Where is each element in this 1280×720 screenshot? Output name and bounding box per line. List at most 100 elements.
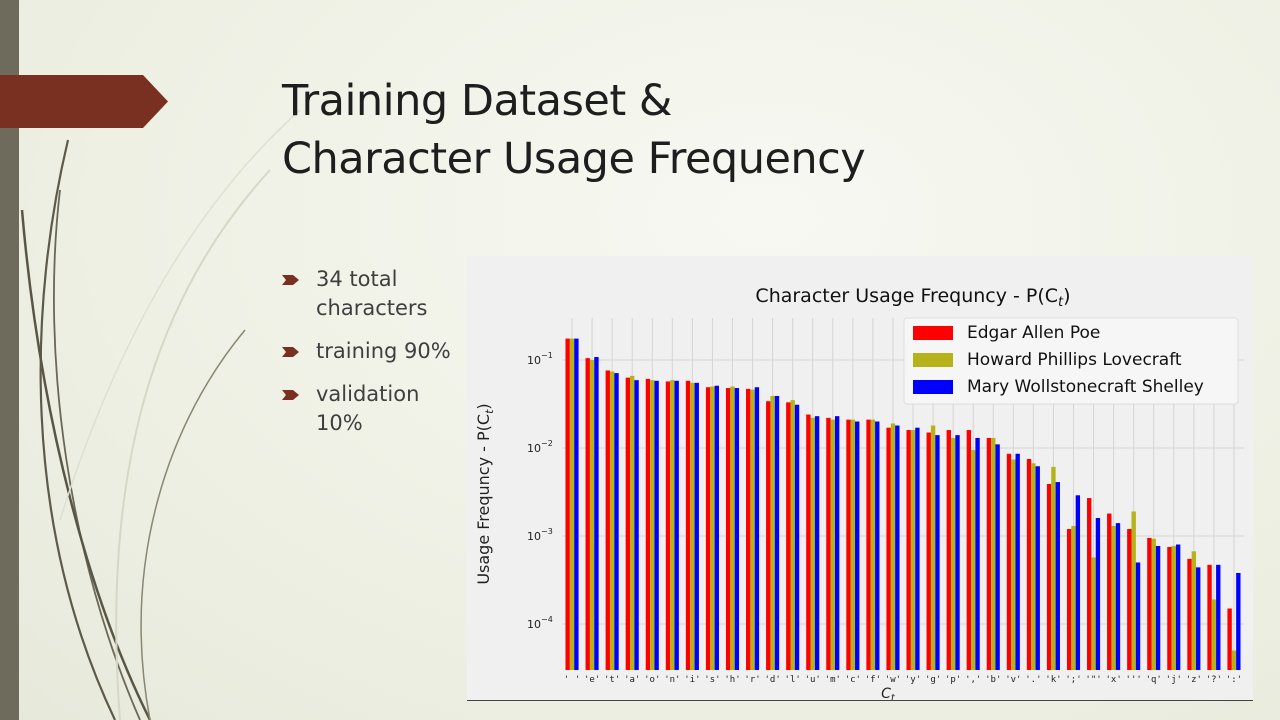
y-tick-exponent: −2 bbox=[541, 439, 553, 448]
x-tick-label: 'h' bbox=[724, 675, 740, 685]
bar-1 bbox=[1167, 546, 1172, 670]
bar-1 bbox=[986, 437, 992, 670]
left-decorative-bar bbox=[0, 0, 19, 720]
bar-1 bbox=[746, 388, 751, 670]
chart-title-suffix: ) bbox=[1063, 285, 1070, 307]
bar-2 bbox=[1051, 466, 1056, 670]
bar-1 bbox=[625, 377, 631, 670]
bar-3 bbox=[574, 338, 579, 670]
y-axis-label-suffix: ) bbox=[474, 403, 493, 409]
bar-2 bbox=[1091, 557, 1096, 670]
bar-3 bbox=[794, 404, 800, 670]
bar-3 bbox=[935, 435, 940, 670]
bar-3 bbox=[694, 382, 699, 670]
bar-2 bbox=[670, 380, 675, 670]
bar-1 bbox=[866, 419, 871, 670]
y-tick-exponent: −1 bbox=[541, 351, 553, 360]
y-tick-label: 10−2 bbox=[527, 439, 553, 455]
bar-1 bbox=[665, 381, 671, 670]
bar-3 bbox=[1216, 564, 1221, 670]
legend-swatch bbox=[913, 380, 953, 394]
x-tick-label: 'n' bbox=[664, 675, 680, 685]
chart-title: Character Usage Frequncy - P(Ct) bbox=[755, 285, 1070, 310]
bar-3 bbox=[594, 357, 599, 670]
legend-label: Howard Phillips Lovecraft bbox=[967, 350, 1182, 370]
bar-3 bbox=[1236, 572, 1241, 670]
bar-3 bbox=[834, 416, 840, 670]
bar-2 bbox=[730, 386, 735, 670]
bar-3 bbox=[1135, 562, 1141, 670]
bar-1 bbox=[926, 432, 931, 670]
bar-1 bbox=[645, 378, 651, 670]
bar-3 bbox=[814, 416, 820, 670]
bar-3 bbox=[734, 388, 740, 670]
bullet-text: validation 10% bbox=[316, 382, 420, 435]
bar-1 bbox=[1006, 453, 1012, 670]
bar-3 bbox=[654, 380, 659, 670]
bar-3 bbox=[1196, 567, 1201, 670]
arrow-bullet-icon bbox=[282, 347, 299, 357]
bar-1 bbox=[1026, 458, 1032, 670]
bar-3 bbox=[955, 435, 960, 670]
x-tick-label: 'x' bbox=[1105, 675, 1121, 685]
chart-panel: 10−1 10−2 10−3 10−4 ' ' 'e' 't' 'a' 'o' 'n' 'i' 's'… bbox=[467, 256, 1253, 700]
x-tick-label: 'o' bbox=[644, 675, 660, 685]
character-frequency-chart: 10−1 10−2 10−3 10−4 ' ' 'e' 't' 'a' 'o' 'n' 'i' 's'… bbox=[474, 285, 1244, 700]
bar-2 bbox=[1191, 551, 1197, 670]
y-axis-label: Usage Frequncy - P(Ct) bbox=[474, 403, 496, 584]
bar-3 bbox=[1055, 482, 1060, 670]
bar-2 bbox=[609, 371, 615, 670]
bar-2 bbox=[1031, 463, 1036, 670]
bullet-text: training 90% bbox=[316, 339, 451, 363]
x-tick-label: ' ' bbox=[564, 675, 580, 685]
x-tick-label: 'q' bbox=[1146, 675, 1162, 685]
bar-1 bbox=[705, 387, 711, 670]
bullet-text: 34 total characters bbox=[316, 267, 428, 320]
x-tick-label: 'f' bbox=[865, 675, 881, 685]
x-tick-label: ',' bbox=[965, 675, 981, 685]
bar-2 bbox=[930, 425, 936, 670]
x-tick-label: 'd' bbox=[764, 675, 780, 685]
bar-2 bbox=[710, 386, 715, 670]
bar-1 bbox=[1187, 558, 1192, 670]
x-tick-label: ';' bbox=[1065, 675, 1081, 685]
bar-2 bbox=[750, 389, 755, 670]
bar-2 bbox=[1211, 599, 1217, 670]
slide-title: Training Dataset & Character Usage Frequ… bbox=[282, 72, 866, 188]
bar-1 bbox=[786, 402, 791, 670]
x-tick-label: '?' bbox=[1206, 675, 1222, 685]
x-tick-label: 'm' bbox=[825, 675, 841, 685]
bar-3 bbox=[1115, 523, 1121, 670]
legend-swatch bbox=[913, 326, 953, 340]
bar-2 bbox=[790, 400, 795, 670]
y-axis-label-subscript: t bbox=[483, 409, 496, 414]
bar-3 bbox=[1155, 545, 1161, 670]
y-tick-label: 10−4 bbox=[527, 615, 553, 631]
bar-3 bbox=[774, 395, 780, 670]
x-tick-label: 'r' bbox=[744, 675, 760, 685]
bar-3 bbox=[1015, 453, 1020, 670]
x-tick-label: 'j' bbox=[1166, 675, 1182, 685]
bar-3 bbox=[915, 427, 920, 670]
bar-2 bbox=[890, 423, 896, 670]
bar-1 bbox=[946, 430, 951, 670]
bar-2 bbox=[1231, 650, 1237, 670]
chart-baseline-rule bbox=[467, 700, 1253, 701]
decorative-swoosh-lines bbox=[20, 109, 300, 720]
y-tick-exponent: −3 bbox=[541, 527, 553, 536]
x-tick-label: '"' bbox=[1085, 675, 1101, 685]
bar-1 bbox=[1227, 608, 1232, 670]
x-tick-label: 'y' bbox=[905, 675, 921, 685]
y-tick-label: 10−1 bbox=[527, 351, 553, 367]
bar-2 bbox=[1011, 459, 1016, 670]
bar-1 bbox=[906, 430, 911, 670]
bar-2 bbox=[650, 380, 655, 670]
chart-legend: Edgar Allen Poe Howard Phillips Lovecraft… bbox=[903, 317, 1239, 405]
bar-3 bbox=[614, 373, 619, 670]
x-tick-label: 'l' bbox=[785, 675, 801, 685]
x-tick-label: 'v' bbox=[1005, 675, 1021, 685]
x-tick-label: ':' bbox=[1226, 675, 1242, 685]
legend-label: Mary Wollstonecraft Shelley bbox=[967, 377, 1204, 397]
bar-1 bbox=[966, 430, 972, 670]
x-tick-label: 'b' bbox=[985, 675, 1001, 685]
